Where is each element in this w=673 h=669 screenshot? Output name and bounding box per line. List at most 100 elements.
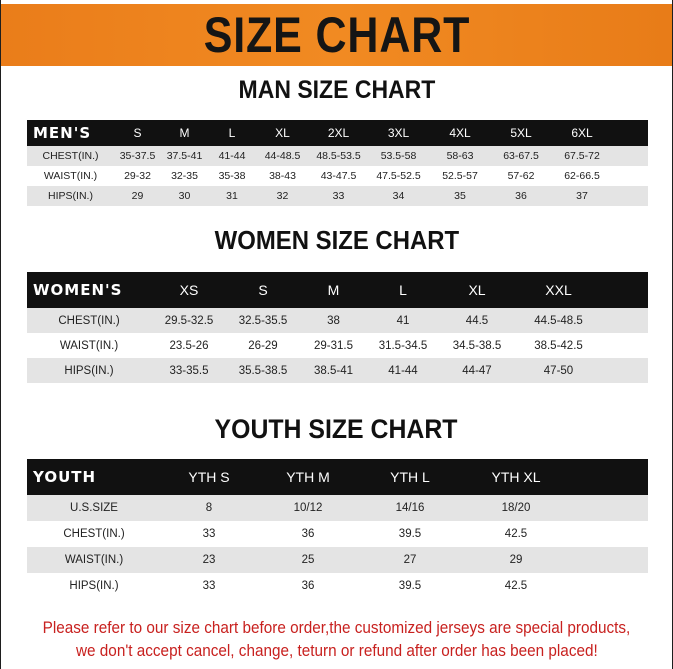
measurement-cell: 35.5-38.5 <box>227 358 299 383</box>
measurement-cell: 29 <box>114 186 161 206</box>
measurement-cell: 25 <box>257 547 359 573</box>
size-header: 6XL <box>551 120 613 146</box>
notice-line-2: we don't accept cancel, change, teturn o… <box>75 641 598 660</box>
measurement-cell: 35-38 <box>208 166 256 186</box>
measurement-cell: 29-31.5 <box>299 333 368 358</box>
row-filler <box>601 333 648 358</box>
size-header: YTH S <box>161 459 257 495</box>
table-header-label: YOUTH <box>27 459 161 495</box>
table-row: HIPS(IN.) 33 36 39.5 42.5 <box>27 573 648 599</box>
men-size-table: MEN'S S M L XL 2XL 3XL 4XL 5XL 6XL CHEST(IN.) 35-37… <box>27 120 648 206</box>
table-row: CHEST(IN.) 35-37.5 37.5-41 41-44 44-48.5 48.5… <box>27 146 648 166</box>
measurement-cell: 33 <box>161 521 257 547</box>
size-header: XL <box>438 272 516 308</box>
measurement-cell: 8 <box>161 495 257 521</box>
measurement-cell: 33-35.5 <box>151 358 227 383</box>
banner: SIZE CHART <box>1 4 672 66</box>
measurement-cell: 35-37.5 <box>114 146 161 166</box>
measurement-cell: 36 <box>257 521 359 547</box>
row-filler <box>613 146 648 166</box>
size-header: YTH L <box>359 459 461 495</box>
women-title: WOMEN SIZE CHART <box>214 225 459 255</box>
row-filler <box>601 358 648 383</box>
table-header-label: MEN'S <box>27 120 114 146</box>
table-header-label: WOMEN'S <box>27 272 151 308</box>
measurement-cell: 32.5-35.5 <box>227 308 299 333</box>
size-header: 5XL <box>491 120 551 146</box>
measurement-cell: 38.5-41 <box>299 358 368 383</box>
measurement-cell: 63-67.5 <box>491 146 551 166</box>
header-row: YOUTH YTH S YTH M YTH L YTH XL <box>27 459 648 495</box>
measurement-cell: 44.5-48.5 <box>516 308 601 333</box>
measurement-cell: 33 <box>161 573 257 599</box>
measurement-cell: 39.5 <box>359 521 461 547</box>
measurement-cell: 53.5-58 <box>368 146 429 166</box>
measurement-cell: 38 <box>299 308 368 333</box>
row-label: CHEST(IN.) <box>27 308 151 333</box>
table-row: HIPS(IN.) 29 30 31 32 33 34 35 36 37 <box>27 186 648 206</box>
measurement-cell: 29-32 <box>114 166 161 186</box>
measurement-cell: 42.5 <box>461 573 571 599</box>
row-filler <box>613 166 648 186</box>
size-header: M <box>299 272 368 308</box>
measurement-cell: 31 <box>208 186 256 206</box>
row-label: WAIST(IN.) <box>27 547 161 573</box>
size-header: YTH XL <box>461 459 571 495</box>
size-header: L <box>208 120 256 146</box>
row-filler <box>571 547 648 573</box>
banner-title: SIZE CHART <box>203 7 470 63</box>
header-row: WOMEN'S XS S M L XL XXL <box>27 272 648 308</box>
measurement-cell: 41 <box>368 308 438 333</box>
measurement-cell: 27 <box>359 547 461 573</box>
measurement-cell: 38.5-42.5 <box>516 333 601 358</box>
row-label: U.S.SIZE <box>27 495 161 521</box>
women-size-table: WOMEN'S XS S M L XL XXL CHEST(IN.) 29.5-32.5 32.5… <box>27 272 648 383</box>
measurement-cell: 47-50 <box>516 358 601 383</box>
table-row: WAIST(IN.) 23 25 27 29 <box>27 547 648 573</box>
measurement-cell: 36 <box>257 573 359 599</box>
measurement-cell: 32-35 <box>161 166 208 186</box>
table-row: WAIST(IN.) 29-32 32-35 35-38 38-43 43-47.5 47.… <box>27 166 648 186</box>
measurement-cell: 43-47.5 <box>309 166 368 186</box>
men-title: MAN SIZE CHART <box>238 76 435 104</box>
table-row: HIPS(IN.) 33-35.5 35.5-38.5 38.5-41 41-44 44-… <box>27 358 648 383</box>
size-header: 3XL <box>368 120 429 146</box>
measurement-cell: 10/12 <box>257 495 359 521</box>
measurement-cell: 32 <box>256 186 309 206</box>
row-filler <box>601 308 648 333</box>
youth-size-table: YOUTH YTH S YTH M YTH L YTH XL U.S.SIZE 8 10/12… <box>27 459 648 599</box>
size-header: M <box>161 120 208 146</box>
measurement-cell: 34.5-38.5 <box>438 333 516 358</box>
measurement-cell: 47.5-52.5 <box>368 166 429 186</box>
row-filler <box>613 186 648 206</box>
measurement-cell: 29 <box>461 547 571 573</box>
measurement-cell: 34 <box>368 186 429 206</box>
measurement-cell: 37 <box>551 186 613 206</box>
measurement-cell: 14/16 <box>359 495 461 521</box>
size-header: S <box>114 120 161 146</box>
measurement-cell: 23.5-26 <box>151 333 227 358</box>
measurement-cell: 35 <box>429 186 491 206</box>
size-header: XS <box>151 272 227 308</box>
measurement-cell: 31.5-34.5 <box>368 333 438 358</box>
measurement-cell: 18/20 <box>461 495 571 521</box>
size-header: L <box>368 272 438 308</box>
measurement-cell: 44.5 <box>438 308 516 333</box>
measurement-cell: 36 <box>491 186 551 206</box>
youth-title: YOUTH SIZE CHART <box>215 414 458 444</box>
size-header: 2XL <box>309 120 368 146</box>
row-label: HIPS(IN.) <box>27 358 151 383</box>
measurement-cell: 38-43 <box>256 166 309 186</box>
row-filler <box>571 573 648 599</box>
measurement-cell: 33 <box>309 186 368 206</box>
measurement-cell: 29.5-32.5 <box>151 308 227 333</box>
measurement-cell: 37.5-41 <box>161 146 208 166</box>
order-notice: Please refer to our size chart before or… <box>1 616 672 662</box>
table-row: WAIST(IN.) 23.5-26 26-29 29-31.5 31.5-34.5 34… <box>27 333 648 358</box>
row-label: HIPS(IN.) <box>27 186 114 206</box>
size-header: XXL <box>516 272 601 308</box>
measurement-cell: 42.5 <box>461 521 571 547</box>
header-filler <box>613 120 648 146</box>
header-filler <box>601 272 648 308</box>
row-filler <box>571 521 648 547</box>
